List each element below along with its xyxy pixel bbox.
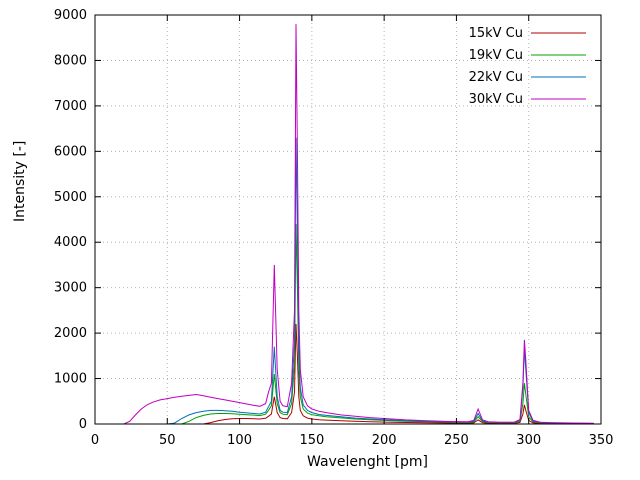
y-tick-label: 0 bbox=[79, 417, 87, 432]
y-tick-label: 8000 bbox=[54, 53, 87, 68]
series-line-30kv-cu bbox=[95, 24, 594, 425]
y-tick-label: 7000 bbox=[54, 99, 87, 114]
x-tick-label: 100 bbox=[227, 433, 252, 448]
legend-label-19kv-cu: 19kV Cu bbox=[469, 48, 523, 63]
y-tick-label: 2000 bbox=[54, 326, 87, 341]
y-tick-label: 3000 bbox=[54, 281, 87, 296]
legend-label-30kv-cu: 30kV Cu bbox=[469, 92, 523, 107]
x-tick-label: 350 bbox=[589, 433, 614, 448]
x-axis-label: Wavelenght [pm] bbox=[307, 454, 428, 470]
y-tick-label: 4000 bbox=[54, 235, 87, 250]
series-line-19kv-cu bbox=[95, 223, 594, 425]
y-axis-label: Intensity [-] bbox=[12, 140, 28, 222]
plot-border bbox=[94, 14, 602, 425]
y-tick-label: 6000 bbox=[54, 144, 87, 159]
y-tick-label: 1000 bbox=[54, 372, 87, 387]
x-tick-label: 50 bbox=[159, 433, 176, 448]
legend-label-22kv-cu: 22kV Cu bbox=[469, 70, 523, 85]
x-tick-label: 200 bbox=[372, 433, 397, 448]
x-tick-label: 300 bbox=[516, 433, 541, 448]
y-tick-label: 9000 bbox=[54, 8, 87, 23]
x-tick-label: 0 bbox=[91, 433, 99, 448]
y-tick-label: 5000 bbox=[54, 190, 87, 205]
x-tick-label: 250 bbox=[444, 433, 469, 448]
legend-label-15kv-cu: 15kV Cu bbox=[469, 26, 523, 41]
series-line-15kv-cu bbox=[95, 323, 594, 425]
x-tick-label: 150 bbox=[299, 433, 324, 448]
series-line-22kv-cu bbox=[95, 137, 594, 425]
